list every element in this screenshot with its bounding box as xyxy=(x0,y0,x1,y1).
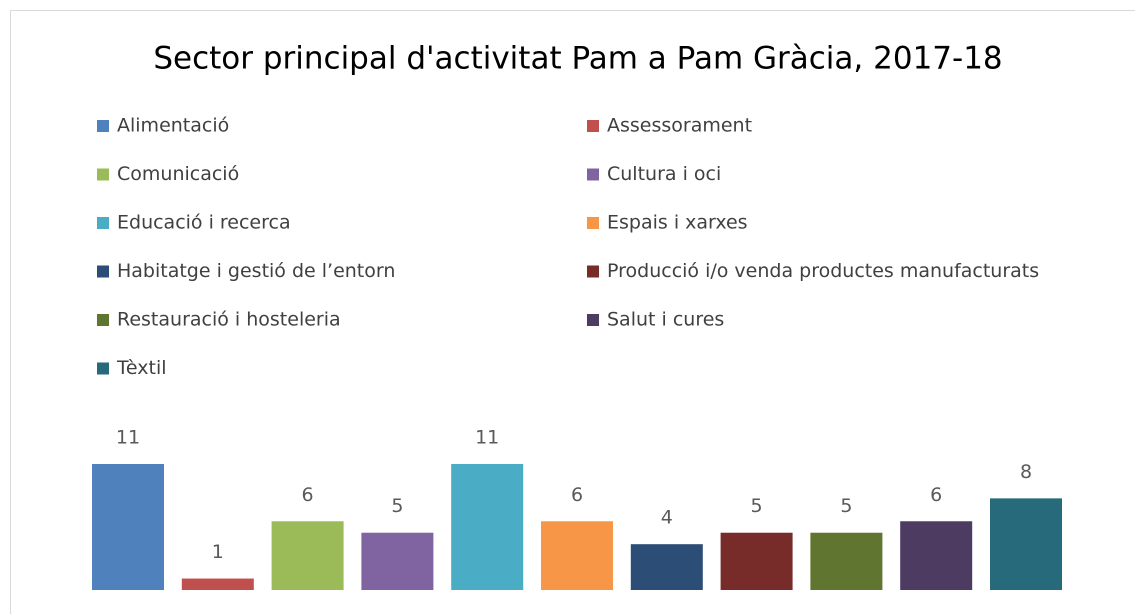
legend-label: Habitatge i gestió de l’entorn xyxy=(117,260,395,282)
value-label: 5 xyxy=(391,495,403,517)
bar xyxy=(630,544,703,590)
bar xyxy=(900,521,973,590)
legend-label: Assessorament xyxy=(607,115,752,137)
legend-swatch xyxy=(587,314,599,326)
chart-title: Sector principal d'activitat Pam a Pam G… xyxy=(153,41,1002,77)
legend-swatch xyxy=(97,265,109,278)
legend-label: Tèxtil xyxy=(116,357,167,379)
value-label: 5 xyxy=(751,495,763,517)
legend-swatch xyxy=(97,217,109,229)
bar xyxy=(990,498,1062,590)
legend-label: Alimentació xyxy=(117,115,229,137)
value-label: 6 xyxy=(930,484,942,506)
value-label: 1 xyxy=(212,541,224,563)
bar xyxy=(541,521,613,590)
legend-label: Restauració i hosteleria xyxy=(117,309,341,331)
bar xyxy=(451,464,524,590)
value-label: 4 xyxy=(661,507,673,529)
legend-swatch xyxy=(587,265,599,278)
bar xyxy=(181,578,254,590)
legend-label: Cultura i oci xyxy=(607,163,721,185)
bar xyxy=(92,464,164,590)
bar xyxy=(361,532,434,590)
legend-swatch xyxy=(97,362,109,375)
value-label: 6 xyxy=(571,484,583,506)
legend-swatch xyxy=(587,168,599,181)
value-label: 5 xyxy=(840,495,852,517)
chart-frame xyxy=(10,10,1135,614)
legend-swatch xyxy=(97,314,109,326)
value-label: 11 xyxy=(116,427,140,449)
legend-label: Comunicació xyxy=(117,163,239,185)
bar xyxy=(720,532,793,590)
legend-swatch xyxy=(97,168,109,181)
bar xyxy=(810,532,883,590)
value-label: 8 xyxy=(1020,461,1032,483)
value-label: 6 xyxy=(302,484,314,506)
legend-label: Salut i cures xyxy=(607,309,724,331)
legend-label: Producció i/o venda productes manufactur… xyxy=(607,260,1039,282)
bar xyxy=(271,521,344,590)
legend-swatch xyxy=(587,217,599,229)
legend-label: Espais i xarxes xyxy=(607,212,748,234)
value-label: 11 xyxy=(475,427,499,449)
legend-label: Educació i recerca xyxy=(117,212,291,234)
legend-swatch xyxy=(587,120,599,132)
legend-swatch xyxy=(97,120,109,132)
